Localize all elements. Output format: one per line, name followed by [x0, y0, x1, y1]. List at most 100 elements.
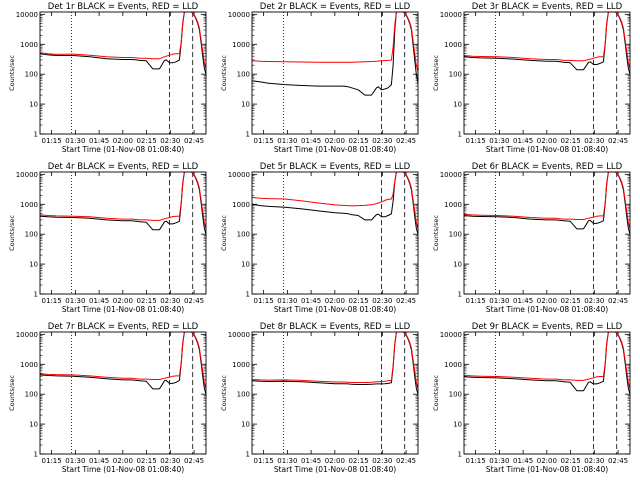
- y-tick-label: 10000: [440, 171, 462, 179]
- x-tick-label: 02:00: [537, 457, 557, 465]
- x-tick-label: 01:30: [65, 137, 85, 145]
- x-axis-label: Start Time (01-Nov-08 01:08:40): [486, 305, 608, 314]
- lld-series-line: [39, 171, 207, 230]
- y-tick-label: 1000: [444, 361, 462, 369]
- x-axis-label: Start Time (01-Nov-08 01:08:40): [62, 465, 184, 474]
- y-tick-label: 10000: [16, 171, 38, 179]
- y-tick-label: 1: [458, 291, 462, 299]
- x-tick-label: 01:15: [42, 137, 62, 145]
- x-tick-label: 01:15: [42, 297, 62, 305]
- y-tick-label: 100: [449, 71, 462, 79]
- y-tick-label: 10: [241, 261, 250, 269]
- detector-panel-2: Det 2r BLACK = Events, RED = LLD 01:15 01:…: [220, 2, 419, 154]
- y-tick-label: 1: [34, 451, 38, 459]
- panel-title: Det 6r BLACK = Events, RED = LLD: [472, 162, 623, 172]
- x-tick-label: 01:15: [466, 137, 486, 145]
- y-tick-label: 10000: [440, 11, 462, 19]
- x-tick-label: 01:15: [254, 137, 274, 145]
- y-tick-label: 1: [246, 451, 250, 459]
- x-tick-label: 01:30: [65, 297, 85, 305]
- x-tick-label: 02:45: [608, 137, 628, 145]
- y-tick-label: 10000: [228, 331, 250, 339]
- x-tick-label: 01:45: [301, 457, 321, 465]
- plot-frame: [39, 171, 207, 295]
- x-tick-label: 01:15: [254, 297, 274, 305]
- y-tick-label: 1: [34, 131, 38, 139]
- y-tick-label: 100: [25, 231, 38, 239]
- y-tick-label: 10: [453, 101, 462, 109]
- y-tick-label: 100: [237, 231, 250, 239]
- y-tick-label: 1000: [20, 201, 38, 209]
- y-axis-label: Counts/sec: [220, 375, 228, 411]
- y-tick-label: 10: [241, 101, 250, 109]
- x-tick-label: 02:00: [325, 457, 345, 465]
- y-tick-label: 100: [25, 71, 38, 79]
- plot-frame: [251, 11, 419, 135]
- y-axis-label: Counts/sec: [432, 375, 440, 411]
- x-axis-label: Start Time (01-Nov-08 01:08:40): [274, 465, 396, 474]
- y-tick-label: 1: [246, 131, 250, 139]
- x-tick-label: 01:30: [489, 457, 509, 465]
- plot-frame: [251, 331, 419, 455]
- y-tick-label: 100: [237, 71, 250, 79]
- x-tick-label: 02:45: [396, 297, 416, 305]
- x-axis-label: Start Time (01-Nov-08 01:08:40): [486, 465, 608, 474]
- y-axis-label: Counts/sec: [432, 55, 440, 91]
- y-axis-label: Counts/sec: [220, 55, 228, 91]
- y-tick-label: 10: [29, 261, 38, 269]
- x-tick-label: 02:00: [325, 297, 345, 305]
- events-series-line: [251, 11, 419, 96]
- x-tick-label: 01:45: [89, 137, 109, 145]
- x-tick-label: 02:45: [184, 137, 204, 145]
- x-tick-label: 02:00: [537, 137, 557, 145]
- y-tick-label: 10: [241, 421, 250, 429]
- x-tick-label: 01:45: [89, 297, 109, 305]
- x-tick-label: 01:30: [489, 297, 509, 305]
- y-axis-label: Counts/sec: [8, 215, 16, 251]
- x-tick-label: 01:45: [513, 137, 533, 145]
- events-series-line: [251, 171, 419, 235]
- x-tick-label: 01:30: [277, 297, 297, 305]
- x-tick-label: 02:15: [136, 457, 156, 465]
- panel-title: Det 2r BLACK = Events, RED = LLD: [260, 2, 411, 12]
- y-tick-label: 1000: [20, 41, 38, 49]
- x-tick-label: 02:15: [348, 137, 368, 145]
- x-tick-label: 01:45: [301, 297, 321, 305]
- panel-title: Det 5r BLACK = Events, RED = LLD: [260, 162, 411, 172]
- x-tick-label: 02:15: [560, 297, 580, 305]
- y-tick-label: 1000: [20, 361, 38, 369]
- y-tick-label: 10: [29, 101, 38, 109]
- y-tick-label: 1: [458, 131, 462, 139]
- x-tick-label: 02:30: [372, 137, 392, 145]
- y-tick-label: 10000: [440, 331, 462, 339]
- x-tick-label: 01:45: [301, 137, 321, 145]
- x-tick-label: 01:15: [254, 457, 274, 465]
- x-tick-label: 01:30: [489, 137, 509, 145]
- x-tick-label: 02:00: [537, 297, 557, 305]
- x-tick-label: 02:30: [372, 457, 392, 465]
- panel-title: Det 3r BLACK = Events, RED = LLD: [472, 2, 623, 12]
- x-tick-label: 02:15: [136, 297, 156, 305]
- x-tick-label: 02:45: [396, 137, 416, 145]
- plot-frame: [463, 11, 631, 135]
- y-axis-label: Counts/sec: [8, 55, 16, 91]
- x-tick-label: 01:15: [466, 457, 486, 465]
- y-tick-label: 1: [246, 291, 250, 299]
- x-tick-label: 01:45: [89, 457, 109, 465]
- y-tick-label: 10: [453, 261, 462, 269]
- x-tick-label: 01:45: [513, 457, 533, 465]
- x-axis-label: Start Time (01-Nov-08 01:08:40): [274, 305, 396, 314]
- x-tick-label: 01:15: [42, 457, 62, 465]
- x-tick-label: 02:30: [160, 137, 180, 145]
- panel-title: Det 7r BLACK = Events, RED = LLD: [48, 322, 199, 332]
- x-tick-label: 02:15: [348, 457, 368, 465]
- x-tick-label: 02:45: [184, 297, 204, 305]
- x-axis-label: Start Time (01-Nov-08 01:08:40): [62, 145, 184, 154]
- x-tick-label: 02:30: [160, 457, 180, 465]
